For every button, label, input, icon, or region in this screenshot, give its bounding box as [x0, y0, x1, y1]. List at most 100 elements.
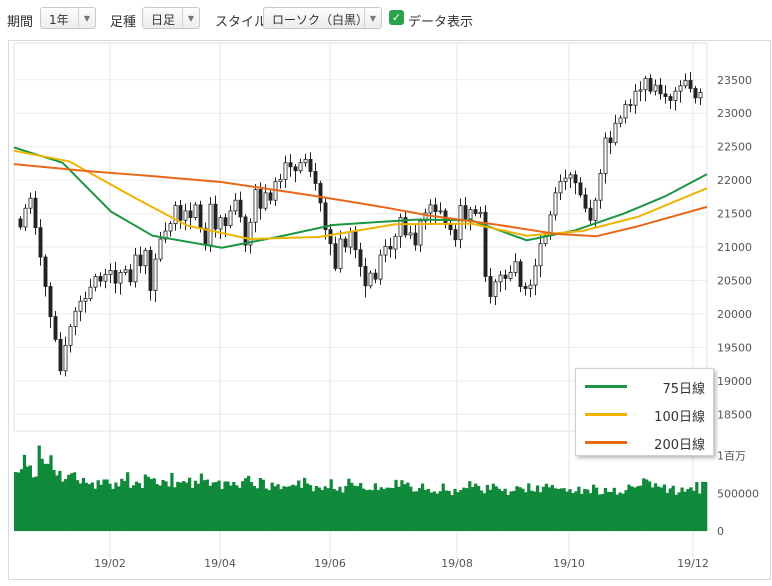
- candle-up: [153, 258, 158, 291]
- volume-bar: [58, 470, 62, 531]
- candle-down: [588, 207, 593, 221]
- show-data-label[interactable]: データ表示: [408, 15, 474, 30]
- volume-bar: [359, 483, 363, 531]
- volume-bar: [471, 486, 475, 531]
- volume-bar: [232, 481, 236, 531]
- volume-bar: [161, 479, 165, 531]
- candle-up: [603, 137, 608, 174]
- volume-bar: [205, 479, 209, 531]
- volume-bar: [674, 494, 678, 531]
- volume-bar: [350, 482, 354, 531]
- y-tick-label: 20000: [717, 308, 752, 321]
- candle-up: [528, 284, 533, 289]
- volume-bar: [556, 488, 560, 531]
- candle-up: [423, 212, 428, 222]
- x-tick-label: 19/06: [314, 557, 346, 570]
- volume-bar: [282, 486, 286, 531]
- candle-down: [213, 203, 218, 230]
- volume-bar: [211, 482, 215, 531]
- volume-bar: [603, 487, 608, 531]
- volume-bar: [67, 474, 71, 531]
- volume-bar: [214, 482, 218, 531]
- volume-bar: [435, 493, 439, 531]
- volume-bar: [185, 482, 189, 531]
- chart-area: 23500 23000 22500 22000 21500 21000 20500 20000…: [8, 40, 771, 580]
- show-data-checkbox[interactable]: ✓: [389, 10, 404, 25]
- y-tick-label: 23500: [717, 74, 752, 87]
- volume-bar: [500, 490, 504, 531]
- volume-bar: [574, 491, 578, 531]
- candle-up: [73, 310, 78, 328]
- candle-up: [393, 235, 398, 250]
- volume-bar: [535, 485, 540, 531]
- candle-down: [18, 218, 23, 228]
- volume-bar: [577, 486, 581, 531]
- volume-bar: [686, 488, 690, 531]
- legend-item: 100日線: [576, 403, 715, 425]
- candle-down: [488, 276, 493, 297]
- volume-bar: [167, 486, 171, 531]
- style-select[interactable]: ローソク（白黒） ▼: [263, 7, 382, 29]
- volume-bar: [645, 479, 649, 531]
- footstep-select[interactable]: 日足 ▼: [142, 7, 200, 29]
- period-select-value: 1年: [49, 13, 69, 27]
- candle-down: [463, 205, 468, 220]
- volume-bar: [241, 481, 245, 531]
- chart-toolbar: 期間 1年 ▼ 足種 日足 ▼ スタイル ローソク（白黒） ▼ ✓ データ表示: [0, 0, 772, 38]
- volume-bar: [426, 488, 431, 531]
- candle-up: [298, 162, 303, 172]
- candle-up: [83, 298, 88, 302]
- candle-up: [418, 220, 423, 246]
- volume-bar: [52, 469, 56, 531]
- y-tick-label: 23000: [717, 107, 752, 120]
- volume-bar: [249, 482, 254, 531]
- volume-bar: [344, 485, 348, 531]
- volume-bar: [615, 494, 619, 531]
- candle-down: [583, 194, 588, 209]
- legend-swatch: [585, 413, 627, 416]
- volume-bar: [379, 487, 383, 531]
- candle-up: [248, 221, 253, 246]
- volume-bar: [84, 482, 89, 531]
- candle-down: [518, 261, 523, 287]
- legend-item: 75日線: [576, 375, 715, 397]
- candle-down: [663, 93, 668, 97]
- volume-bar: [474, 483, 478, 531]
- volume-bar: [173, 487, 177, 531]
- volume-bar: [662, 484, 667, 531]
- volume-bar: [338, 486, 342, 531]
- volume-bar: [14, 472, 18, 531]
- candle-up: [68, 326, 73, 346]
- volume-bar: [87, 484, 91, 531]
- footstep-select-value: 日足: [151, 13, 176, 27]
- period-select[interactable]: 1年 ▼: [40, 7, 96, 29]
- x-tick-label: 19/10: [553, 557, 585, 570]
- volume-bar: [695, 482, 699, 531]
- volume-bar: [276, 484, 280, 531]
- candle-up: [533, 265, 538, 286]
- volume-bar: [72, 472, 77, 531]
- volume-bar: [114, 482, 118, 531]
- volume-bar: [391, 488, 395, 531]
- volume-bar: [81, 477, 86, 531]
- chevron-down-icon: ▼: [78, 8, 95, 28]
- volume-bar: [111, 488, 115, 531]
- y-tick-label: 19500: [717, 341, 752, 354]
- volume-bar: [129, 487, 133, 531]
- candle-up: [123, 269, 128, 273]
- chevron-down-icon: ▼: [364, 8, 381, 28]
- candle-down: [308, 159, 313, 172]
- volume-bar: [444, 490, 448, 531]
- volume-bar: [462, 487, 466, 531]
- candle-down: [688, 80, 693, 89]
- volume-bar: [468, 481, 472, 531]
- volume-bar: [621, 493, 625, 531]
- volume-bar: [653, 483, 658, 531]
- candle-down: [138, 254, 143, 267]
- volume-bar: [46, 463, 50, 531]
- volume-bar: [28, 465, 32, 531]
- candle-up: [618, 117, 623, 124]
- volume-bar: [594, 487, 599, 531]
- volume-bar: [305, 483, 310, 531]
- volume-bar: [509, 491, 513, 531]
